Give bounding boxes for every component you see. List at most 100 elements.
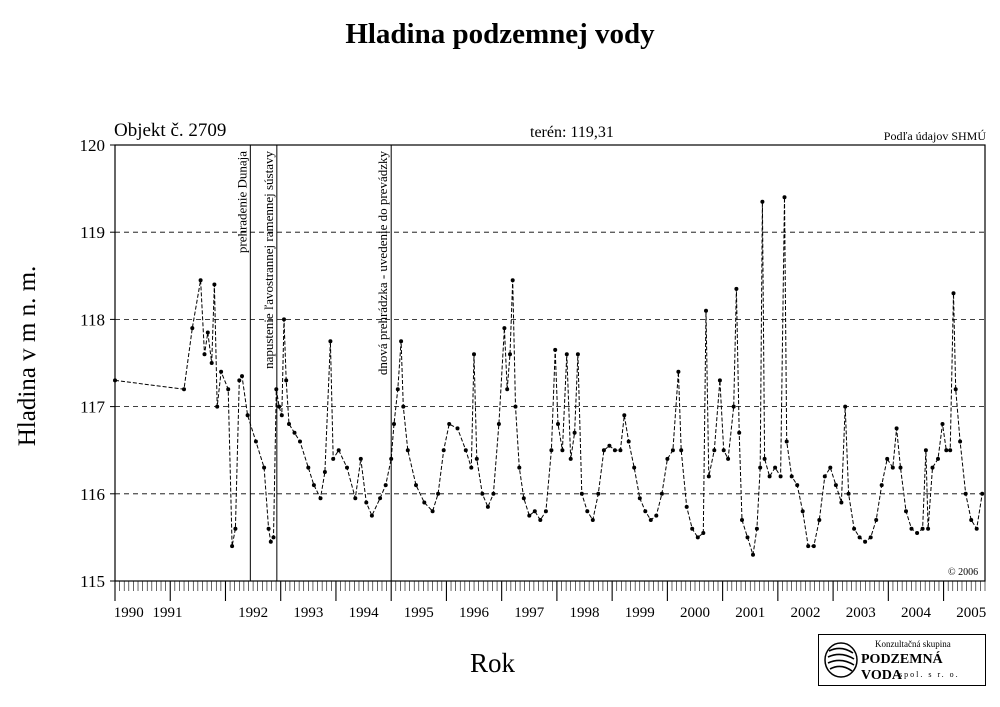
data-point — [532, 509, 537, 514]
data-point — [846, 491, 851, 496]
data-point — [480, 491, 485, 496]
data-point — [505, 387, 510, 392]
data-point — [572, 430, 577, 435]
data-point — [740, 518, 744, 522]
data-point — [485, 504, 490, 509]
data-point — [909, 526, 914, 531]
data-point — [230, 544, 235, 549]
data-point — [405, 448, 410, 453]
data-point — [266, 526, 271, 531]
data-point — [974, 526, 979, 531]
data-point — [568, 456, 573, 461]
data-point — [659, 491, 664, 496]
data-point — [726, 456, 731, 461]
data-point — [944, 448, 949, 453]
data-point — [447, 422, 452, 426]
data-point — [695, 535, 700, 540]
data-point — [369, 513, 374, 518]
data-point — [806, 544, 811, 549]
data-point — [767, 474, 772, 479]
object-label: Objekt č. 2709 — [114, 120, 227, 141]
data-point — [751, 552, 755, 557]
data-point — [654, 513, 659, 518]
data-point — [202, 352, 207, 357]
data-point — [980, 491, 985, 496]
data-point — [923, 448, 928, 453]
data-point — [277, 404, 282, 409]
data-point — [754, 526, 759, 531]
plot-frame — [114, 144, 986, 582]
y-tick-label: 117 — [80, 398, 105, 417]
data-point — [345, 465, 349, 470]
data-point — [843, 404, 848, 409]
x-tick-label: 1999 — [625, 605, 655, 621]
data-point — [822, 474, 827, 479]
data-point — [521, 496, 526, 501]
data-point — [890, 465, 895, 470]
x-tick-label: 1993 — [293, 605, 323, 621]
data-point — [336, 448, 341, 453]
data-point — [679, 448, 684, 453]
data-point — [894, 426, 899, 431]
data-point — [543, 509, 548, 514]
data-point — [670, 448, 675, 453]
data-point — [648, 518, 653, 522]
data-point — [240, 374, 244, 379]
x-axis-label: Rok — [470, 648, 516, 678]
data-point — [590, 518, 595, 522]
data-point — [940, 422, 945, 426]
data-point — [378, 496, 383, 501]
data-point — [190, 326, 195, 331]
data-point — [436, 491, 441, 496]
data-point — [618, 448, 623, 453]
data-point — [549, 448, 554, 453]
data-point — [782, 195, 787, 200]
data-point — [292, 430, 297, 435]
data-point — [706, 474, 711, 479]
data-point — [401, 404, 406, 409]
data-point — [784, 439, 789, 444]
data-point — [311, 483, 316, 488]
data-point — [389, 456, 394, 461]
data-point — [920, 526, 925, 531]
data-point — [676, 369, 681, 374]
data-point — [789, 474, 794, 479]
data-point — [637, 496, 642, 501]
y-tick-label: 120 — [80, 136, 106, 155]
data-point — [472, 352, 476, 357]
data-point — [510, 278, 515, 283]
x-tick-label: 2005 — [956, 605, 986, 621]
data-point — [665, 456, 670, 461]
terrain-label: terén: 119,31 — [530, 124, 614, 141]
x-tick-label: 1996 — [459, 605, 490, 621]
event-label: napustenie ľavostrannej ramennej sústavy — [261, 151, 276, 369]
x-tick-label: 1998 — [570, 605, 600, 621]
data-point — [298, 439, 302, 444]
data-point — [817, 518, 822, 522]
data-point — [245, 413, 250, 418]
x-tick-label: 2002 — [790, 605, 820, 621]
y-tick-label: 115 — [80, 572, 105, 591]
data-point — [517, 465, 522, 470]
data-point — [721, 448, 726, 453]
data-point — [612, 448, 617, 453]
data-point — [643, 509, 648, 514]
data-point — [271, 535, 276, 540]
data-point — [811, 544, 816, 549]
data-point — [737, 430, 742, 435]
data-point — [684, 504, 689, 509]
source-label: Podľa údajov SHMÚ — [883, 129, 986, 143]
data-point — [212, 282, 217, 287]
data-point — [948, 448, 953, 453]
data-point — [758, 465, 763, 470]
data-point — [430, 509, 435, 514]
data-point — [455, 426, 460, 431]
data-point — [226, 387, 231, 392]
data-point — [469, 465, 474, 470]
data-point — [182, 387, 186, 392]
data-point — [874, 518, 879, 522]
data-point — [328, 339, 333, 344]
data-point — [930, 465, 935, 470]
data-point — [969, 518, 974, 522]
data-point — [237, 378, 242, 383]
